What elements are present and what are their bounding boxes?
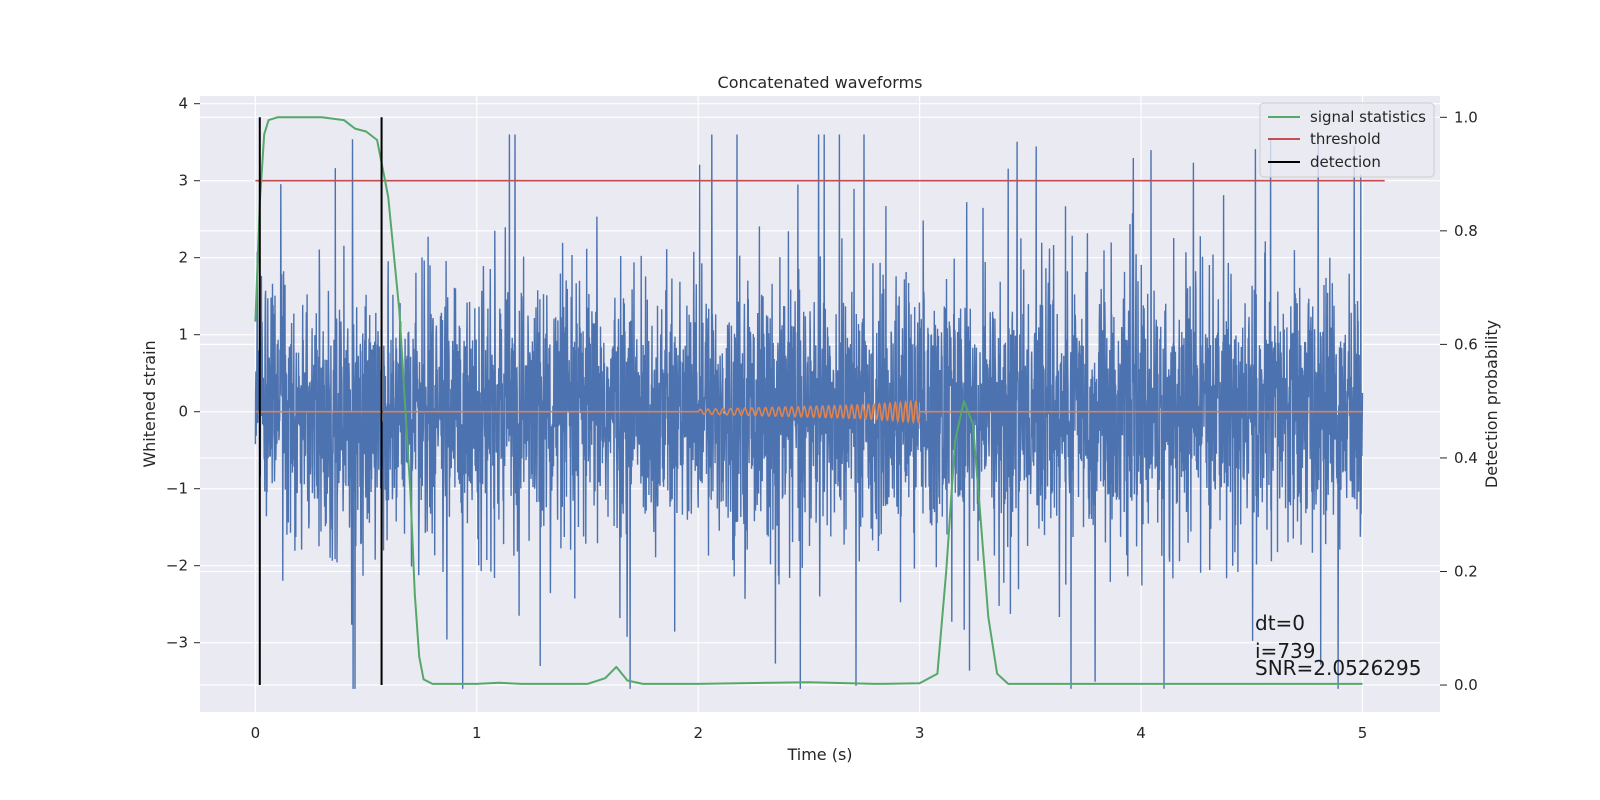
x-tick-label-0: 0 xyxy=(251,724,261,742)
y2-tick-label-0: 0.0 xyxy=(1454,676,1478,694)
y-tick-label-1: −2 xyxy=(166,557,188,575)
x-ticks: 0 1 2 3 4 5 xyxy=(251,724,1368,742)
y2-tick-label-4: 0.8 xyxy=(1454,222,1478,240)
noise-line xyxy=(254,134,1364,689)
annotation-index: i=739 xyxy=(1255,639,1316,663)
legend: signal statistics threshold detection xyxy=(1259,102,1435,178)
y-ticks: −3 −2 −1 0 1 2 3 4 xyxy=(166,95,200,652)
y2-ticks: 0.0 0.2 0.4 0.6 0.8 1.0 xyxy=(1440,108,1478,694)
x-tick-label-5: 5 xyxy=(1358,724,1368,742)
y2-tick-label-2: 0.4 xyxy=(1454,449,1478,467)
y-tick-label-3: 0 xyxy=(178,403,188,421)
legend-label-signal-statistics: signal statistics xyxy=(1310,108,1426,126)
y-tick-label-0: −3 xyxy=(166,634,188,652)
detection-series xyxy=(258,117,383,686)
injection-series xyxy=(255,399,1363,425)
x-axis-label: Time (s) xyxy=(786,745,852,764)
y-tick-label-2: −1 xyxy=(166,480,188,498)
annotation-box: dt=0 i=739 SNR=2.0526295 xyxy=(1255,611,1421,680)
injection-line xyxy=(255,399,1363,425)
legend-label-threshold: threshold xyxy=(1310,130,1381,148)
y2-tick-label-3: 0.6 xyxy=(1454,335,1478,353)
x-tick-label-3: 3 xyxy=(915,724,925,742)
y-tick-label-7: 4 xyxy=(178,95,188,113)
y2-axis-label: Detection probability xyxy=(1482,320,1501,488)
x-tick-label-1: 1 xyxy=(472,724,482,742)
noise-series xyxy=(254,134,1364,689)
signal-statistics-line xyxy=(254,116,1363,685)
y-axis-label: Whitened strain xyxy=(140,340,159,467)
annotation-dt: dt=0 xyxy=(1255,611,1305,635)
y-tick-label-5: 2 xyxy=(178,249,188,267)
y-tick-label-4: 1 xyxy=(178,326,188,344)
y-tick-label-6: 3 xyxy=(178,172,188,190)
x-tick-label-4: 4 xyxy=(1136,724,1146,742)
y2-tick-label-1: 0.2 xyxy=(1454,562,1478,580)
legend-box xyxy=(1259,102,1435,178)
y2-tick-label-5: 1.0 xyxy=(1454,108,1478,126)
x-tick-label-2: 2 xyxy=(693,724,703,742)
signal-statistics-series xyxy=(254,116,1363,685)
annotation-snr: SNR=2.0526295 xyxy=(1255,656,1421,680)
chart-title: Concatenated waveforms xyxy=(718,73,923,92)
legend-label-detection: detection xyxy=(1310,153,1381,171)
